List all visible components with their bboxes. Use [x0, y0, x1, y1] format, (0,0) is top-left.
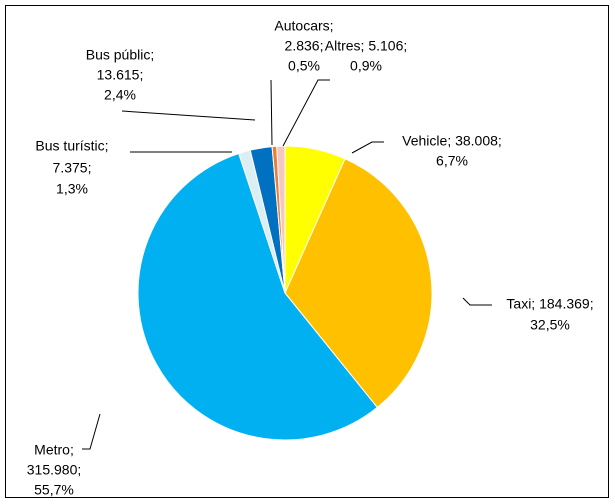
pie-slice: [276, 145, 286, 294]
data-label: Taxi; 184.369;: [506, 296, 593, 312]
data-label: 0,5%: [288, 58, 320, 74]
pie-slice: [284, 158, 433, 409]
data-label: 0,9%: [350, 58, 382, 74]
leader-line: [462, 297, 492, 306]
data-label: 6,7%: [436, 153, 468, 169]
leader-line: [282, 79, 330, 147]
data-label: Autocars;: [274, 18, 333, 34]
data-label: 2.836;: [285, 38, 324, 54]
data-label: 2,4%: [104, 87, 136, 103]
data-label: 1,3%: [56, 181, 88, 197]
data-label: Metro;: [34, 442, 74, 458]
data-label: Vehicle; 38.008;: [402, 133, 502, 149]
leader-line: [270, 79, 273, 146]
leader-line: [351, 141, 384, 154]
data-label: Bus públic;: [86, 47, 154, 63]
data-label: Altres; 5.106;: [325, 38, 408, 54]
leader-line: [121, 110, 256, 121]
data-label: 315.980;: [27, 462, 82, 478]
data-label: 55,7%: [34, 482, 74, 498]
leader-line: [82, 413, 101, 450]
data-label: 13.615;: [97, 67, 144, 83]
pie-slice: [137, 152, 378, 441]
data-label: 32,5%: [530, 317, 570, 333]
data-label: Bus turístic;: [35, 138, 108, 154]
data-label: 7.375;: [53, 160, 92, 176]
